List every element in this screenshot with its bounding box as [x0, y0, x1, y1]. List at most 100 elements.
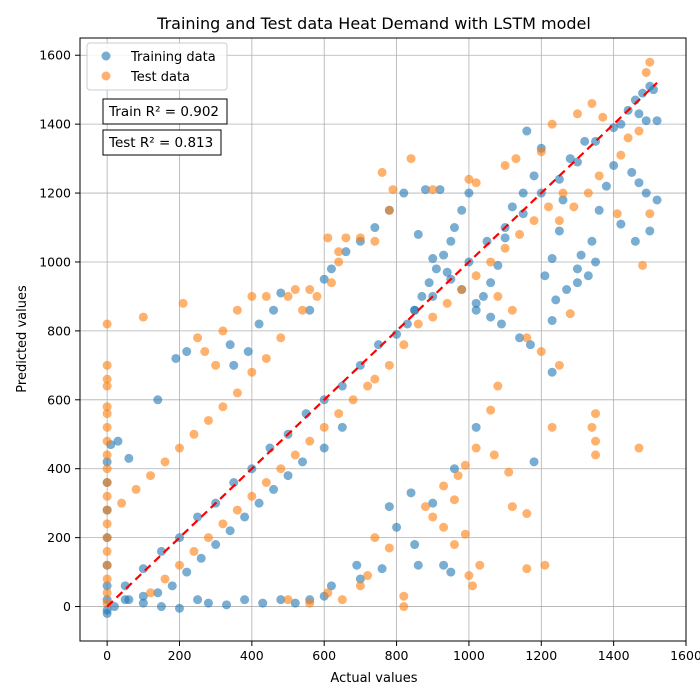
- training-point: [442, 267, 452, 277]
- training-point: [547, 254, 557, 264]
- test-point: [489, 450, 499, 460]
- training-point: [478, 291, 488, 301]
- test-point: [471, 271, 481, 281]
- training-point: [554, 174, 564, 184]
- test-point: [569, 202, 579, 212]
- training-point: [630, 236, 640, 246]
- test-point: [587, 98, 597, 108]
- training-point: [174, 603, 184, 613]
- test-point: [355, 581, 365, 591]
- training-point: [594, 205, 604, 215]
- y-tick-label: 0: [63, 599, 71, 614]
- training-point: [641, 116, 651, 126]
- training-point: [124, 453, 134, 463]
- test-point: [547, 119, 557, 129]
- training-point: [138, 598, 148, 608]
- test-point: [102, 464, 112, 474]
- test-point: [334, 247, 344, 257]
- training-point: [167, 581, 177, 591]
- test-point: [399, 340, 409, 350]
- test-point: [399, 602, 409, 612]
- y-axis-ticks: 0 200 400 600 800 1000 1200 1400 1600: [39, 48, 80, 614]
- test-point: [634, 443, 644, 453]
- test-point: [460, 529, 470, 539]
- training-point: [634, 178, 644, 188]
- test-point: [634, 126, 644, 136]
- test-point: [544, 202, 554, 212]
- training-point: [551, 295, 561, 305]
- training-point: [525, 340, 535, 350]
- training-point: [138, 591, 148, 601]
- training-point: [471, 298, 481, 308]
- test-point: [384, 543, 394, 553]
- training-point: [648, 85, 658, 95]
- training-point: [196, 553, 206, 563]
- x-tick-label: 600: [312, 648, 336, 663]
- test-point: [504, 467, 514, 477]
- training-point: [439, 250, 449, 260]
- training-point: [591, 257, 601, 267]
- test-point: [591, 436, 601, 446]
- y-tick-label: 1200: [39, 186, 71, 201]
- test-point: [305, 436, 315, 446]
- training-point: [540, 271, 550, 281]
- test-point: [211, 360, 221, 370]
- training-point: [627, 167, 637, 177]
- test-point: [515, 229, 525, 239]
- test-point: [102, 505, 112, 515]
- test-point: [583, 188, 593, 198]
- legend-box: [86, 42, 228, 91]
- test-point: [587, 422, 597, 432]
- test-point: [370, 374, 380, 384]
- y-tick-label: 600: [47, 392, 71, 407]
- test-point: [323, 588, 333, 598]
- test-point: [319, 422, 329, 432]
- test-point: [522, 564, 532, 574]
- test-point: [384, 205, 394, 215]
- y-tick-label: 1000: [39, 254, 71, 269]
- test-point: [554, 360, 564, 370]
- training-point: [439, 560, 449, 570]
- legend-test-label: Test data: [130, 70, 190, 85]
- test-point: [388, 185, 398, 195]
- plot-area: [102, 57, 662, 618]
- test-point: [399, 591, 409, 601]
- test-point: [623, 133, 633, 143]
- test-point: [218, 402, 228, 412]
- test-point: [493, 381, 503, 391]
- test-point: [334, 409, 344, 419]
- training-point: [572, 264, 582, 274]
- training-point: [352, 560, 362, 570]
- training-point: [413, 229, 423, 239]
- test-point: [174, 560, 184, 570]
- training-point: [283, 471, 293, 481]
- test-point: [536, 147, 546, 157]
- training-point: [410, 540, 420, 550]
- training-point: [529, 457, 539, 467]
- training-point: [276, 288, 286, 298]
- training-point: [518, 188, 528, 198]
- training-point: [326, 581, 336, 591]
- training-point: [156, 602, 166, 612]
- test-point: [522, 509, 532, 519]
- test-point: [475, 560, 485, 570]
- test-point: [558, 188, 568, 198]
- training-point: [406, 488, 416, 498]
- test-point: [102, 519, 112, 529]
- training-point: [496, 319, 506, 329]
- training-point: [377, 564, 387, 574]
- test-point: [117, 498, 127, 508]
- test-point: [276, 333, 286, 343]
- training-point: [645, 226, 655, 236]
- training-point: [222, 600, 232, 610]
- test-point: [102, 402, 112, 412]
- y-tick-label: 800: [47, 323, 71, 338]
- training-point: [554, 226, 564, 236]
- training-point: [102, 581, 112, 591]
- training-point: [507, 202, 517, 212]
- training-point: [547, 316, 557, 326]
- training-point: [337, 422, 347, 432]
- test-point: [160, 574, 170, 584]
- test-point: [102, 477, 112, 487]
